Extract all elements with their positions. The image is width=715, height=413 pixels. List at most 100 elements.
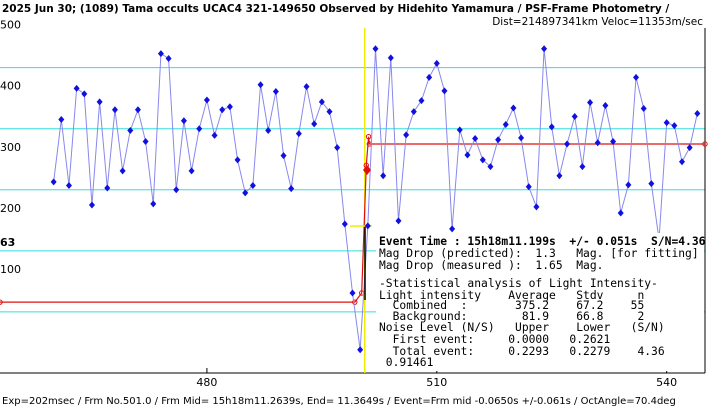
data-point <box>410 108 417 116</box>
data-point <box>288 185 295 193</box>
data-point <box>441 87 448 95</box>
data-point <box>142 138 149 146</box>
data-point <box>579 163 586 171</box>
data-point <box>119 167 126 175</box>
data-point <box>426 73 433 81</box>
annotation-line: Combined : 375.2 67.2 55 <box>379 299 644 312</box>
data-point <box>456 126 463 134</box>
model-line <box>0 136 705 303</box>
edge-label: 63 <box>0 236 15 249</box>
data-point <box>433 59 440 67</box>
data-point <box>694 109 701 117</box>
data-point <box>502 120 509 128</box>
data-point <box>349 289 356 297</box>
data-point <box>364 222 371 230</box>
model-point <box>702 141 708 147</box>
data-point <box>449 225 456 233</box>
y-tick-label: 100 <box>0 263 21 276</box>
data-point <box>311 120 318 128</box>
data-point <box>127 127 134 135</box>
data-point <box>464 151 471 159</box>
data-point <box>387 54 394 62</box>
data-point <box>265 127 272 135</box>
data-point <box>548 123 555 131</box>
data-point <box>610 138 617 146</box>
data-point <box>257 81 264 89</box>
data-point <box>334 144 341 152</box>
data-point <box>564 140 571 148</box>
x-tick-label: 540 <box>656 376 677 389</box>
data-point <box>242 189 249 197</box>
data-point <box>686 144 693 152</box>
y-tick-label: 500 <box>0 19 21 32</box>
data-point <box>96 98 103 106</box>
data-point <box>403 131 410 139</box>
data-point <box>196 125 203 133</box>
data-point <box>280 152 287 160</box>
model-point <box>352 299 358 305</box>
data-point <box>518 134 525 142</box>
data-point <box>180 117 187 125</box>
data-point <box>571 113 578 120</box>
data-point <box>341 220 348 228</box>
annotation-line: Total event: 0.2293 0.2279 4.36 <box>379 345 665 358</box>
data-point <box>173 186 180 194</box>
annotation-box <box>376 233 704 371</box>
data-point <box>663 119 670 127</box>
data-point <box>671 122 678 130</box>
chart-title: 2025 Jun 30; (1089) Tama occults UCAC4 3… <box>2 3 669 15</box>
data-point <box>602 102 609 110</box>
data-point <box>617 209 624 217</box>
data-point <box>318 98 325 106</box>
data-point <box>372 45 379 53</box>
data-point <box>150 200 157 208</box>
data-point <box>234 156 241 164</box>
annotation-line: Mag Drop (predicted): 1.3 Mag. [for fitt… <box>379 247 699 260</box>
data-point <box>472 134 479 142</box>
y-tick-label: 200 <box>0 202 21 215</box>
y-tick-label: 400 <box>0 80 21 93</box>
data-point <box>165 54 172 62</box>
data-point <box>272 87 279 95</box>
data-point <box>81 90 88 98</box>
annotation-line: Noise Level (N/S) Upper Lower (S/N) <box>379 321 665 334</box>
data-point <box>640 105 647 113</box>
data-point <box>303 83 310 91</box>
annotation-line: Event Time : 15h18m11.199s +/- 0.051s S/… <box>379 235 706 248</box>
annotation-line: Background: 81.9 66.8 2 <box>379 310 644 323</box>
data-point <box>357 346 364 354</box>
data-point <box>594 139 601 147</box>
annotation-line: Light intensity Average Stdv n <box>379 289 644 302</box>
data-point <box>188 167 195 175</box>
data-point <box>525 183 532 191</box>
data-point <box>679 158 686 166</box>
data-point <box>65 182 72 190</box>
annotation-line: 0.91461 <box>379 356 434 369</box>
data-point <box>648 180 655 188</box>
data-point <box>295 130 302 138</box>
data-point <box>73 84 80 92</box>
data-point <box>226 103 233 111</box>
data-point <box>50 178 57 186</box>
data-point <box>495 136 502 144</box>
data-point <box>203 96 210 104</box>
data-point <box>249 182 256 190</box>
model-point <box>365 133 372 140</box>
annotation-line: Mag Drop (measured ): 1.65 Mag. <box>379 259 603 272</box>
data-point <box>510 104 517 112</box>
model-point <box>0 299 3 305</box>
footer: Exp=202msec / Frm No.501.0 / Frm Mid= 15… <box>2 396 676 407</box>
data-point <box>380 172 387 180</box>
data-point <box>556 172 563 180</box>
x-tick-label: 480 <box>196 376 217 389</box>
data-point <box>326 108 333 116</box>
data-point <box>633 73 640 81</box>
data-point <box>479 156 486 164</box>
chart-subtitle: Dist=214897341km Veloc=11353m/sec <box>492 16 703 28</box>
data-point <box>587 98 594 106</box>
annotation-line: First event: 0.0000 0.2621 <box>379 333 610 346</box>
data-point <box>487 163 494 171</box>
data-point <box>111 106 118 114</box>
data-point <box>541 45 548 53</box>
